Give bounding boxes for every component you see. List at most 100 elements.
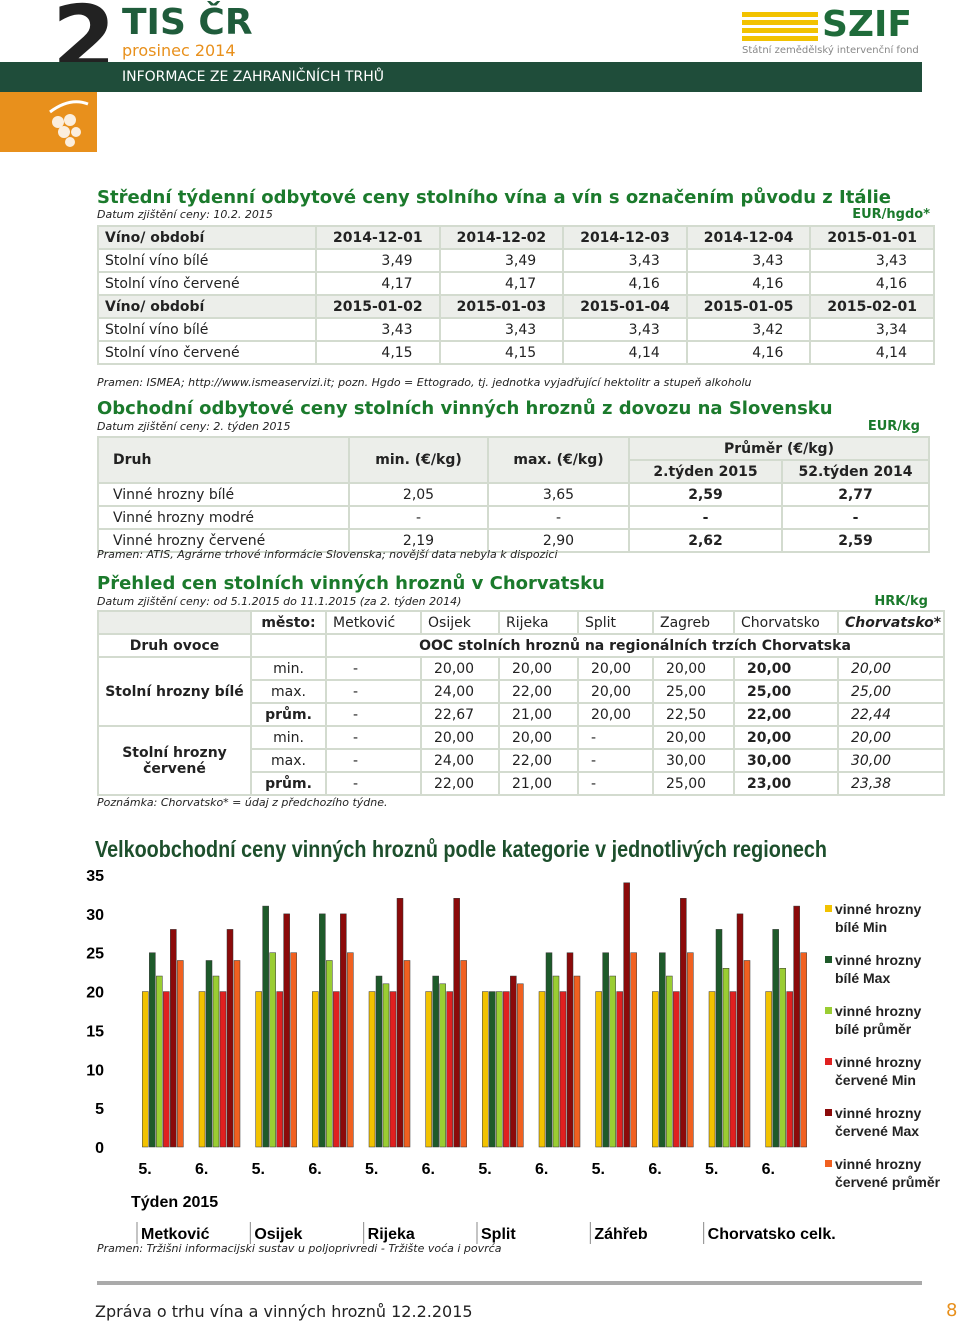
table-header: 2015-01-03 — [438, 294, 565, 319]
table-header: Zagreb — [652, 610, 735, 635]
table-header: 2015-01-05 — [685, 294, 812, 319]
row-label: min. — [250, 656, 327, 681]
table-header: 2015-02-01 — [809, 294, 935, 319]
table-cell: 2,59 — [628, 482, 783, 507]
table-cell: 22,00 — [498, 748, 579, 773]
bar — [439, 983, 446, 1148]
table-cell: - — [325, 679, 422, 704]
table-cell: 21,00 — [498, 771, 579, 796]
section-date: Datum zjištění ceny: od 5.1.2015 do 11.1… — [97, 595, 462, 608]
bar — [743, 960, 751, 1148]
table-cell: 3,43 — [685, 248, 812, 273]
bar — [460, 960, 467, 1148]
section-date: Datum zjištění ceny: 10.2. 2015 — [97, 208, 273, 221]
table-cell: 24,00 — [420, 679, 500, 704]
table-header: 2014-12-02 — [438, 225, 565, 250]
bar — [552, 975, 560, 1148]
table-header: Metković — [325, 610, 422, 635]
legend-label: vinné hrozny červené Max — [835, 1105, 922, 1139]
table-cell: 22,50 — [652, 702, 735, 727]
table-cell: 3,43 — [562, 248, 688, 273]
table-cell: Vinné hrozny bílé — [97, 482, 350, 507]
group-label: Osijek — [254, 1226, 302, 1243]
table-cell: Stolní víno bílé — [97, 248, 317, 273]
y-tick-label: 30 — [86, 907, 104, 924]
x-tick-label: 5. — [705, 1161, 718, 1178]
bar — [198, 991, 206, 1148]
bar — [765, 991, 772, 1148]
bar — [708, 991, 716, 1148]
table-cell: 21,00 — [498, 702, 579, 727]
table-row: Víno/ období 2015-01-02 2015-01-03 2015-01-… — [97, 294, 935, 319]
x-tick-label: 6. — [422, 1161, 435, 1178]
table-cell: 4,16 — [809, 271, 935, 296]
table-cell: 4,15 — [315, 340, 441, 365]
table-header: Druh ovoce — [97, 633, 252, 658]
table-cell: 30,00 — [652, 748, 735, 773]
table-row: město: Metković Osijek Rijeka Split Zagreb Cho… — [97, 610, 945, 635]
row-label: max. — [250, 679, 327, 704]
section-title: Obchodní odbytové ceny stolních vinných … — [97, 398, 833, 419]
table-cell: 30,00 — [733, 748, 839, 773]
logo: SZIF — [822, 4, 913, 45]
table-cell: 4,16 — [685, 340, 812, 365]
table-row: Stolní hrozny červené min. -20,00 20,00-20,… — [97, 725, 945, 796]
legend-swatch — [825, 1058, 832, 1065]
table-header: 52.týden 2014 — [781, 459, 930, 484]
bar — [510, 975, 517, 1148]
legend-swatch — [825, 956, 832, 963]
table-row: Druh ovoce OOC stolních hroznů na regioná… — [97, 633, 945, 658]
group-label: Metković — [141, 1226, 210, 1243]
table-cell: - — [325, 702, 422, 727]
bar — [595, 991, 602, 1148]
bar — [538, 991, 546, 1148]
table-cell: 4,14 — [562, 340, 688, 365]
bar — [233, 960, 241, 1148]
table-row: Vinné hrozny bílé 2,05 3,65 2,59 2,77 — [97, 482, 930, 507]
section-date: Datum zjištění ceny: 2. týden 2015 — [97, 420, 291, 433]
y-tick-label: 0 — [95, 1140, 104, 1157]
table-cell: 3,49 — [315, 248, 441, 273]
bar — [219, 991, 227, 1148]
y-tick-label: 20 — [86, 985, 104, 1002]
table-row: Stolní víno červené 4,17 4,17 4,16 4,16 4,16 — [97, 271, 935, 296]
row-label: min. — [250, 725, 327, 750]
table-cell: 23,38 — [837, 771, 945, 796]
bar — [623, 882, 630, 1148]
source-note: Pramen: Tržišni informacijski sustav u p… — [97, 1242, 502, 1255]
table-cell: - — [628, 505, 783, 530]
bar — [482, 991, 489, 1148]
table-cell: - — [325, 748, 422, 773]
bar — [793, 905, 800, 1148]
table-cell: - — [577, 771, 654, 796]
table-cell: 3,42 — [685, 317, 812, 342]
bar — [659, 952, 666, 1148]
table-cell: - — [325, 725, 422, 750]
x-tick-label: 5. — [478, 1161, 491, 1178]
bar — [666, 975, 673, 1148]
page-number: 8 — [946, 1300, 958, 1321]
table-header: 2015-01-02 — [315, 294, 441, 319]
brand: TIS ČR — [122, 2, 253, 43]
table-header: min. (€/kg) — [348, 436, 489, 484]
table-row: Stolní víno bílé 3,43 3,43 3,43 3,42 3,34 — [97, 317, 935, 342]
legend-label: vinné hrozny červené průměr — [835, 1156, 941, 1190]
bar — [283, 913, 290, 1148]
group-label: Záhřeb — [594, 1226, 648, 1243]
bar — [566, 952, 574, 1148]
table-cell: Stolní víno červené — [97, 271, 317, 296]
row-group: Stolní hrozny červené — [97, 725, 252, 796]
bar — [142, 991, 149, 1148]
legend-item: vinné hrozny červené Min — [823, 1053, 948, 1104]
y-tick-label: 10 — [86, 1062, 104, 1079]
y-tick-label: 15 — [86, 1023, 104, 1040]
table-header: Split — [577, 610, 654, 635]
x-axis-label: Týden 2015 — [131, 1194, 218, 1211]
bar — [226, 929, 234, 1148]
table-cell: Stolní víno červené — [97, 340, 317, 365]
table-header: Víno/ období — [97, 225, 317, 250]
table-cell: - — [348, 505, 489, 530]
y-tick-label: 25 — [86, 946, 104, 963]
bar — [156, 975, 163, 1148]
bar — [772, 929, 779, 1148]
